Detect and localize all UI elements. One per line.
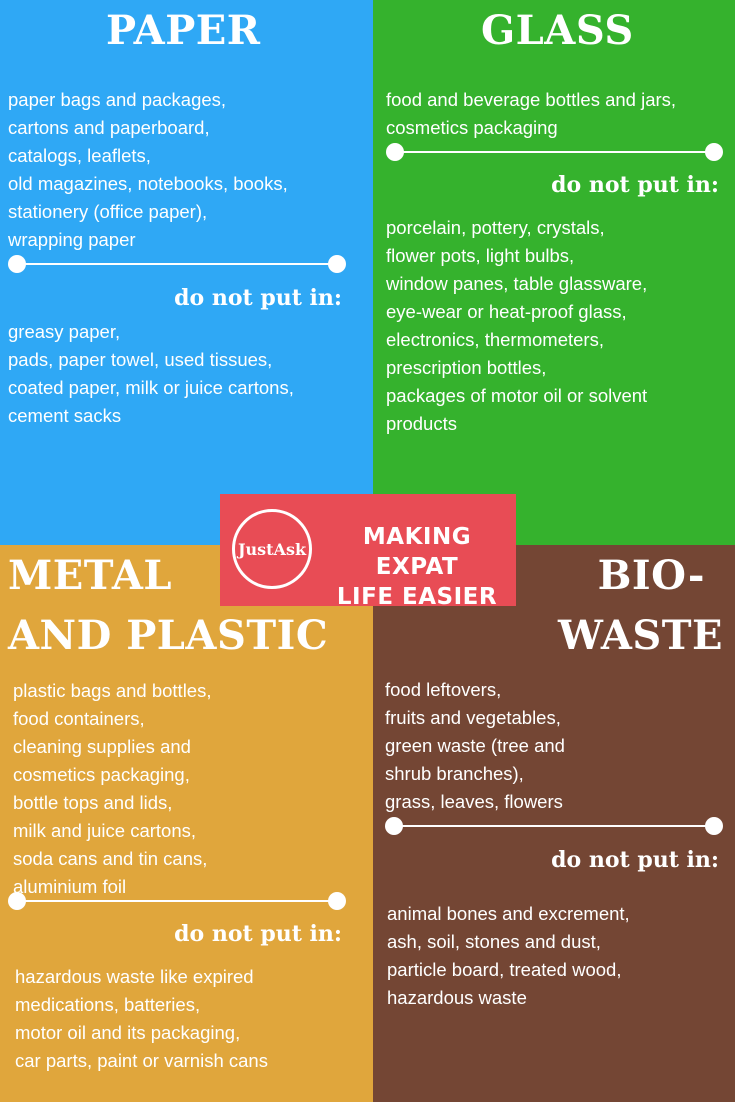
tagline-line2: LIFE EASIER: [336, 584, 498, 610]
list-item: food and beverage bottles and jars,: [386, 89, 677, 110]
list-item: old magazines, notebooks, books,: [8, 173, 288, 194]
list-item: car parts, paint or varnish cans: [15, 1050, 268, 1071]
bio-rejected-list: animal bones and excrement, ash, soil, s…: [387, 900, 630, 1012]
logo-text: JustAsk: [237, 539, 307, 559]
list-item: catalogs, leaflets,: [8, 145, 151, 166]
list-item: wrapping paper: [8, 229, 136, 250]
list-item: products: [386, 413, 457, 434]
do-not-put-in-label: do not put in:: [174, 921, 342, 947]
list-item: ash, soil, stones and dust,: [387, 931, 601, 952]
paper-rejected-list: greasy paper, pads, paper towel, used ti…: [8, 318, 294, 430]
list-item: window panes, table glassware,: [386, 273, 648, 294]
divider: [8, 255, 346, 273]
paper-section: PAPER paper bags and packages, cartons a…: [0, 0, 373, 545]
brand-banner: JustAsk MAKING EXPAT LIFE EASIER: [220, 494, 516, 610]
list-item: stationery (office paper),: [8, 201, 208, 222]
list-item: soda cans and tin cans,: [13, 848, 208, 869]
list-item: food leftovers,: [385, 679, 502, 700]
bio-title-line1: BIO-: [597, 552, 705, 599]
justask-logo: JustAsk: [232, 509, 312, 589]
glass-section: GLASS food and beverage bottles and jars…: [373, 0, 735, 545]
metal-title-line1: METAL: [8, 552, 173, 599]
list-item: bottle tops and lids,: [13, 792, 173, 813]
metal-accepted-list: plastic bags and bottles, food container…: [13, 677, 212, 901]
list-item: plastic bags and bottles,: [13, 680, 212, 701]
list-item: cement sacks: [8, 405, 122, 426]
tagline-line1: MAKING EXPAT: [362, 524, 472, 580]
do-not-put-in-label: do not put in:: [174, 285, 342, 311]
banner-tagline: MAKING EXPAT LIFE EASIER: [322, 522, 512, 612]
list-item: paper bags and packages,: [8, 89, 227, 110]
list-item: pads, paper towel, used tissues,: [8, 349, 273, 370]
list-item: packages of motor oil or solvent: [386, 385, 648, 406]
list-item: cosmetics packaging: [386, 117, 558, 138]
list-item: prescription bottles,: [386, 357, 547, 378]
list-item: green waste (tree and: [385, 735, 565, 756]
list-item: aluminium foil: [13, 876, 127, 897]
list-item: shrub branches),: [385, 763, 524, 784]
divider: [386, 143, 723, 161]
divider: [385, 817, 723, 835]
list-item: motor oil and its packaging,: [15, 1022, 241, 1043]
list-item: particle board, treated wood,: [387, 959, 622, 980]
list-item: medications, batteries,: [15, 994, 201, 1015]
list-item: food containers,: [13, 708, 145, 729]
list-item: cleaning supplies and: [13, 736, 191, 757]
list-item: animal bones and excrement,: [387, 903, 630, 924]
bio-title-line2: WASTE: [557, 612, 723, 659]
divider: [8, 892, 346, 910]
list-item: flower pots, light bulbs,: [386, 245, 575, 266]
list-item: hazardous waste like expired: [15, 966, 254, 987]
list-item: grass, leaves, flowers: [385, 791, 563, 812]
do-not-put-in-label: do not put in:: [551, 172, 719, 198]
list-item: porcelain, pottery, crystals,: [386, 217, 605, 238]
glass-accepted-list: food and beverage bottles and jars, cosm…: [386, 86, 676, 142]
glass-rejected-list: porcelain, pottery, crystals, flower pot…: [386, 214, 647, 438]
list-item: eye-wear or heat-proof glass,: [386, 301, 627, 322]
list-item: milk and juice cartons,: [13, 820, 197, 841]
paper-accepted-list: paper bags and packages, cartons and pap…: [8, 86, 288, 254]
list-item: fruits and vegetables,: [385, 707, 561, 728]
metal-rejected-list: hazardous waste like expired medications…: [15, 963, 268, 1075]
list-item: hazardous waste: [387, 987, 527, 1008]
list-item: cartons and paperboard,: [8, 117, 210, 138]
metal-title-line2: AND PLASTIC: [8, 612, 329, 659]
bio-accepted-list: food leftovers, fruits and vegetables, g…: [385, 676, 565, 816]
list-item: coated paper, milk or juice cartons,: [8, 377, 294, 398]
list-item: cosmetics packaging,: [13, 764, 190, 785]
list-item: greasy paper,: [8, 321, 121, 342]
list-item: electronics, thermometers,: [386, 329, 604, 350]
do-not-put-in-label: do not put in:: [551, 847, 719, 873]
metal-plastic-section: METAL AND PLASTIC plastic bags and bottl…: [0, 545, 373, 1102]
bio-waste-section: BIO- WASTE food leftovers, fruits and ve…: [373, 545, 735, 1102]
glass-title: GLASS: [481, 7, 634, 54]
paper-title: PAPER: [106, 7, 261, 54]
